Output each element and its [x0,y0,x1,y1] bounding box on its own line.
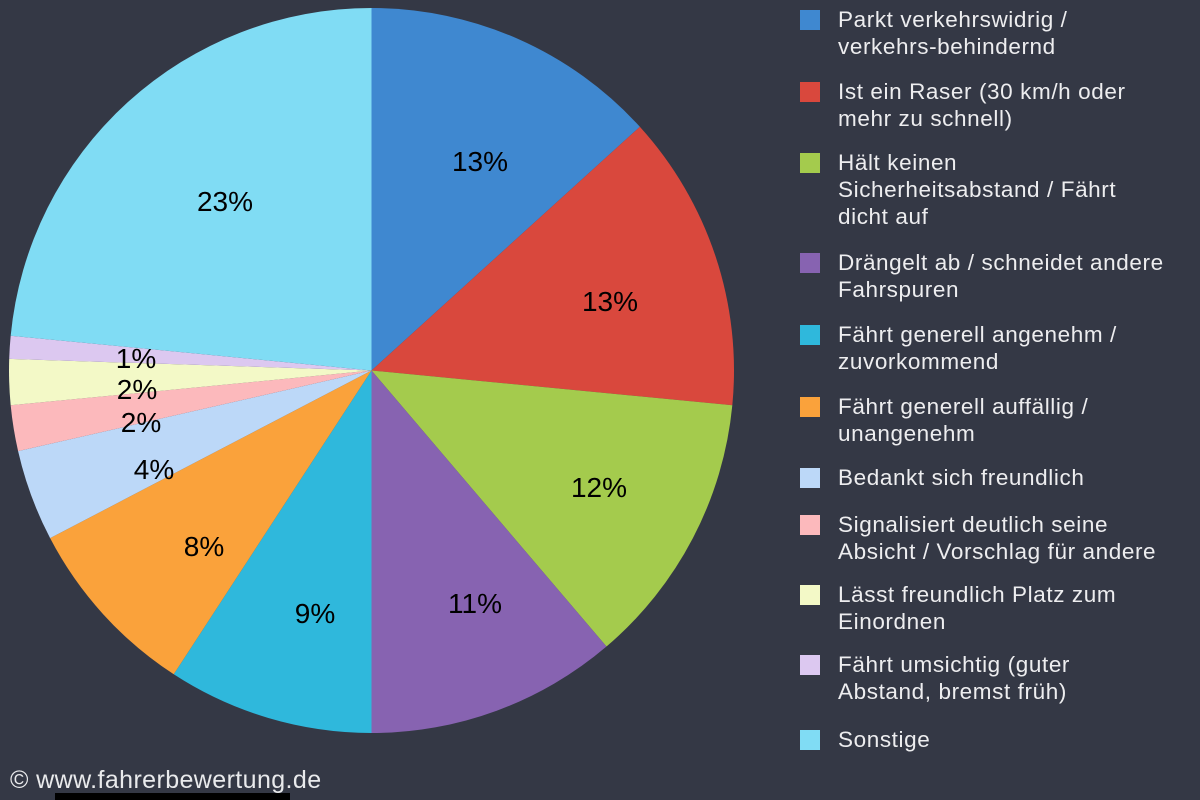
legend-swatch [800,253,820,273]
legend-label: Fährt generell angenehm / zuvorkommend [838,322,1117,374]
legend-swatch [800,515,820,535]
pie-slice-2 [371,126,734,406]
legend-swatch [800,10,820,30]
legend-label: Fährt umsichtig (guter Abstand, bremst fr… [838,652,1071,704]
legend-label: Drängelt ab / schneidet andere Fahrspuren [838,250,1164,302]
slice-label: 12% [571,472,627,503]
pie-slice-5 [173,370,372,733]
pie-slice-1 [371,8,640,371]
pie-slice-10 [9,335,372,371]
legend-swatch [800,730,820,750]
pie-slice-3 [371,370,733,647]
slice-label: 4% [134,454,174,485]
legend-swatch [800,325,820,345]
legend-label: Signalisiert deutlich seine Absicht / Vor… [838,512,1157,564]
legend-label: Lässt freundlich Platz zum Einordnen [838,582,1117,634]
slice-label: 9% [295,598,335,629]
legend-swatch [800,397,820,417]
legend-label: Hält keinen Sicherheitsabstand / Fährt dic… [838,150,1117,229]
pie-slice-4 [371,370,607,733]
legend-swatch [800,82,820,102]
slice-label: 13% [582,286,638,317]
slice-label: 8% [184,531,224,562]
pie-slice-11 [10,8,372,371]
slice-label: 11% [448,588,502,619]
pie-slice-6 [50,370,372,675]
legend-label: Bedankt sich freundlich [838,465,1085,490]
pie-slice-7 [18,370,372,539]
bottom-bar [55,793,290,800]
slice-label: 13% [452,146,508,177]
legend: Parkt verkehrswidrig / verkehrs-behindern… [800,0,1200,800]
legend-label: Fährt generell auffällig / unangenehm [838,394,1089,446]
slice-label: 2% [121,407,161,438]
legend-swatch [800,468,820,488]
legend-label: Sonstige [838,727,931,752]
legend-label: Parkt verkehrswidrig / verkehrs-behindern… [838,7,1068,59]
pie-slice-8 [10,370,372,452]
slice-label: 2% [117,374,157,405]
legend-swatch [800,585,820,605]
slice-label: 23% [197,186,253,217]
legend-swatch [800,153,820,173]
legend-label: Ist ein Raser (30 km/h oder mehr zu schne… [838,79,1126,131]
copyright-text: © www.fahrerbewertung.de [10,766,322,794]
legend-swatch [800,655,820,675]
pie-slice-9 [9,358,372,406]
slice-label: 1% [116,343,156,374]
